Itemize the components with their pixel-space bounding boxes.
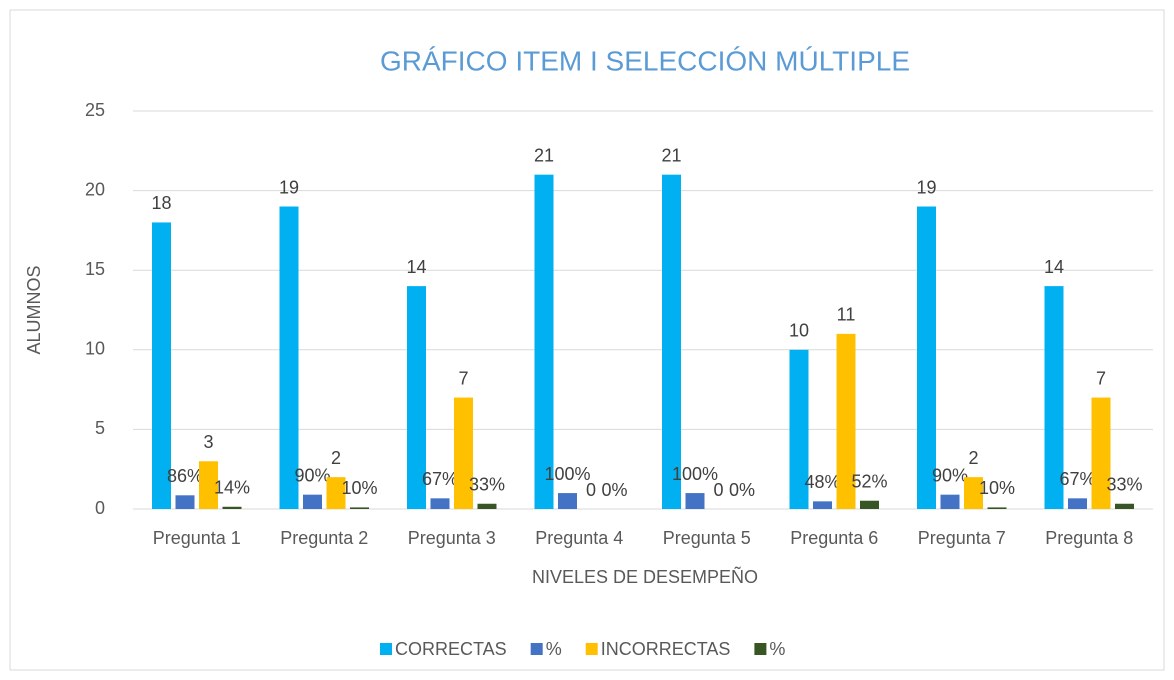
bar [1068,498,1087,509]
data-label: 11 [837,305,856,325]
legend-swatch [585,643,598,655]
data-label: 14 [1044,257,1064,277]
x-tick-label: Pregunta 4 [535,528,623,548]
bar [836,333,856,509]
data-label: 52% [851,471,887,491]
bar [222,506,242,509]
data-label: 14 [406,257,426,277]
bar [1115,503,1134,509]
y-tick-label: 25 [85,100,105,120]
bar [662,174,681,509]
data-label: 33% [1106,474,1142,494]
y-tick-label: 20 [85,179,105,199]
data-label: 0 [713,480,723,500]
data-label: 18 [151,193,171,213]
data-label: 7 [458,368,468,388]
y-tick-label: 5 [95,418,105,438]
data-label: 10% [979,478,1015,498]
data-label: 0% [601,480,627,500]
x-tick-label: Pregunta 8 [1045,528,1133,548]
bar [1091,397,1111,509]
chart-frame [9,9,1165,671]
bar [940,494,960,509]
data-label: 67% [1059,469,1095,489]
chart-title: GRÁFICO ITEM I SELECCIÓN MÚLTIPLE [380,45,910,76]
x-axis-label: NIVELES DE DESEMPEÑO [532,566,758,587]
data-label: 10 [789,321,809,341]
legend-swatch [530,643,543,655]
bar [350,507,369,509]
bar [303,494,322,509]
bar [175,495,195,509]
legend-label: CORRECTAS [395,639,507,659]
y-tick-label: 0 [95,498,105,518]
data-label: 0% [729,480,755,500]
data-label: 90% [932,465,968,485]
bar [813,501,832,509]
bar [430,498,450,509]
bar [789,349,809,509]
data-label: 100% [544,464,590,484]
bar [558,493,577,509]
data-label: 33% [469,474,505,494]
data-label: 21 [534,145,554,165]
legend-swatch [380,643,392,655]
bar [407,286,426,509]
data-label: 21 [661,145,681,165]
bar [326,477,346,509]
data-label: 0 [586,480,596,500]
bar [477,503,497,509]
bar [279,206,299,509]
x-tick-label: Pregunta 2 [280,528,368,548]
legend-swatch [754,643,767,655]
legend-label: % [546,639,562,659]
x-tick-label: Pregunta 7 [918,528,1006,548]
data-label: 86% [167,466,203,486]
bar [454,397,473,509]
data-label: 14% [214,478,250,498]
x-tick-label: Pregunta 1 [153,528,241,548]
data-label: 2 [968,448,978,468]
bar [685,493,705,509]
data-label: 90% [294,465,330,485]
data-label: 100% [672,464,718,484]
bar [1044,286,1064,509]
x-tick-label: Pregunta 3 [408,528,496,548]
legend-label: INCORRECTAS [601,639,731,659]
y-axis-label: ALUMNOS [24,265,44,354]
bar [152,222,171,509]
data-label: 10% [341,478,377,498]
x-tick-label: Pregunta 5 [663,528,751,548]
y-tick-label: 10 [85,339,105,359]
bar [534,174,554,509]
bar [917,206,936,509]
data-label: 48% [804,472,840,492]
bar [964,477,983,509]
data-label: 67% [422,469,458,489]
data-label: 19 [279,177,299,197]
bar [860,500,879,509]
data-label: 2 [331,448,341,468]
x-tick-label: Pregunta 6 [790,528,878,548]
data-label: 7 [1096,368,1106,388]
bar [987,507,1007,509]
y-tick-label: 15 [85,259,105,279]
data-label: 3 [203,432,213,452]
legend-label: % [769,639,785,659]
bar [199,461,218,509]
data-label: 19 [916,177,936,197]
